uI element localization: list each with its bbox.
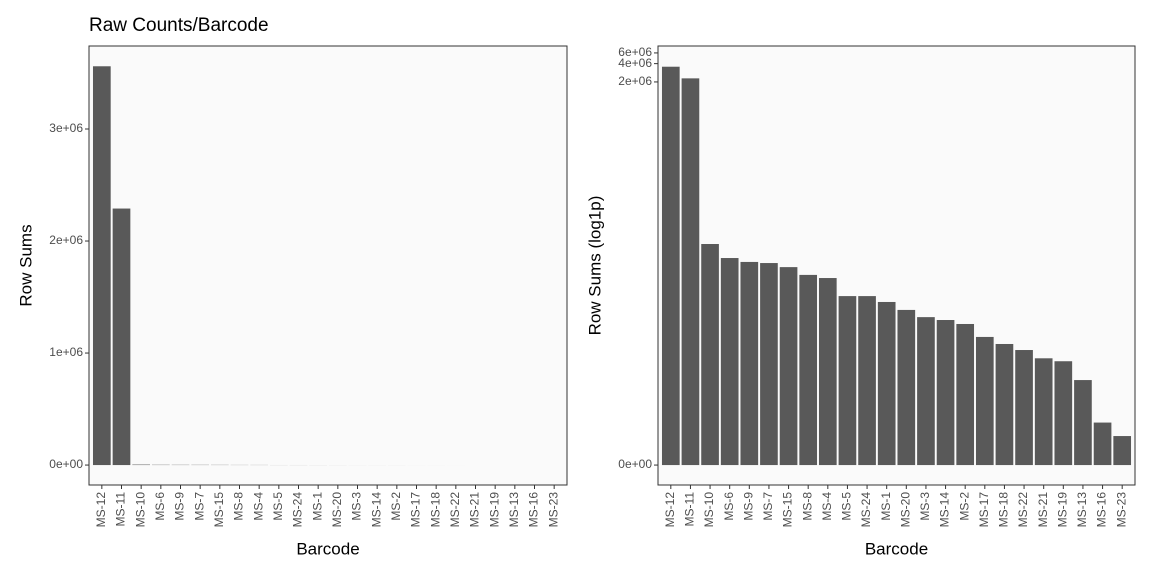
chart-title: Raw Counts/Barcode: [89, 15, 269, 36]
panel-border: [657, 45, 1136, 486]
x-tick-label: MS-13: [507, 492, 521, 528]
x-tick-label: MS-3: [918, 492, 932, 521]
x-tick-label: MS-15: [212, 492, 226, 528]
y-tick-label: 6e+06: [618, 45, 652, 59]
x-tick-label: MS-6: [722, 492, 736, 521]
x-tick-label: MS-20: [330, 492, 344, 528]
x-tick-label: MS-4: [820, 492, 834, 521]
x-tick-label: MS-15: [781, 492, 795, 528]
x-tick-label: MS-23: [546, 492, 560, 528]
y-axis-title: Row Sums (log1p): [585, 196, 604, 336]
panel: [89, 46, 567, 485]
bar: [740, 261, 759, 466]
y-tick-label: 1e+06: [49, 345, 83, 359]
x-tick-label: MS-13: [1075, 492, 1089, 528]
x-tick-label: MS-18: [997, 492, 1011, 528]
x-tick-label: MS-14: [369, 492, 383, 528]
bar: [1113, 436, 1132, 466]
x-tick-label: MS-24: [291, 492, 305, 528]
x-tick-label: MS-22: [448, 492, 462, 528]
x-tick-label: MS-21: [1036, 492, 1050, 528]
bar: [92, 66, 111, 466]
bar: [681, 78, 700, 466]
bar: [661, 66, 680, 466]
x-tick-label: MS-17: [977, 492, 991, 528]
x-tick-label: MS-1: [879, 492, 893, 521]
x-tick-label: MS-23: [1114, 492, 1128, 528]
x-tick-label: MS-6: [153, 492, 167, 521]
bar: [1015, 350, 1033, 466]
x-tick-label: MS-10: [133, 492, 147, 528]
x-tick-label: MS-19: [487, 492, 501, 528]
x-tick-label: MS-5: [840, 492, 854, 521]
x-tick-label: MS-24: [859, 492, 873, 528]
bar: [799, 274, 818, 466]
x-tick-label: MS-10: [702, 492, 716, 528]
bar: [975, 336, 994, 466]
x-tick-label: MS-22: [1016, 492, 1030, 528]
y-tick-label: 0e+00: [49, 457, 83, 471]
x-tick-label: MS-4: [251, 492, 265, 521]
bar: [1054, 361, 1073, 466]
bar: [779, 267, 798, 466]
x-tick-label: MS-5: [271, 492, 285, 521]
y-axis-title: Row Sums: [16, 224, 35, 306]
x-tick-label: MS-21: [468, 492, 482, 528]
x-axis-title: Barcode: [865, 539, 928, 558]
bar: [1093, 422, 1112, 466]
panel-border: [88, 45, 568, 486]
bar: [956, 323, 975, 466]
x-tick-label: MS-16: [527, 492, 541, 528]
x-tick-label: MS-17: [409, 492, 423, 528]
x-tick-label: MS-9: [741, 492, 755, 521]
x-tick-label: MS-7: [761, 492, 775, 521]
bar: [1074, 380, 1092, 466]
x-tick-label: MS-9: [173, 492, 187, 521]
x-tick-label: MS-8: [232, 492, 246, 521]
bar: [936, 320, 955, 466]
x-tick-label: MS-20: [898, 492, 912, 528]
x-tick-label: MS-18: [428, 492, 442, 528]
y-tick-label: 4e+06: [618, 56, 652, 70]
x-axis-title: Barcode: [296, 539, 359, 558]
x-tick-label: MS-12: [94, 492, 108, 528]
y-tick-label: 2e+06: [618, 74, 652, 88]
x-tick-label: MS-8: [800, 492, 814, 521]
bar: [720, 258, 739, 466]
y-tick-label: 0e+00: [618, 457, 652, 471]
x-tick-label: MS-16: [1095, 492, 1109, 528]
x-tick-label: MS-19: [1055, 492, 1069, 528]
x-tick-label: MS-7: [192, 492, 206, 521]
bar: [701, 244, 719, 466]
x-tick-label: MS-3: [350, 492, 364, 521]
y-tick-label: 2e+06: [49, 233, 83, 247]
bar: [818, 278, 837, 466]
bar: [760, 263, 778, 466]
bar: [917, 317, 935, 466]
x-tick-label: MS-1: [310, 492, 324, 521]
bar: [995, 343, 1014, 466]
y-tick-label: 3e+06: [49, 121, 83, 135]
x-tick-label: MS-2: [389, 492, 403, 521]
x-tick-label: MS-12: [663, 492, 677, 528]
bar: [838, 296, 857, 466]
x-tick-label: MS-2: [957, 492, 971, 521]
bar: [877, 301, 896, 466]
bar: [112, 208, 131, 466]
bar: [897, 309, 916, 466]
bar: [1034, 358, 1053, 466]
x-tick-label: MS-11: [683, 492, 697, 527]
x-tick-label: MS-14: [938, 492, 952, 528]
x-tick-label: MS-11: [114, 492, 128, 527]
bar: [858, 296, 876, 466]
